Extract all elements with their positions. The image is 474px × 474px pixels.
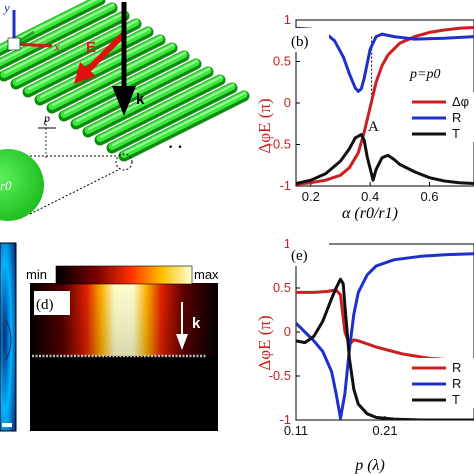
k-label: k [136,91,145,108]
y-tick-label: 1 [284,236,291,251]
y-tick-label: 0 [284,95,291,110]
condition-label: p=p0 [409,67,440,82]
rod [0,2,118,71]
annotation-a: A [368,119,379,135]
legend-entry: R [452,376,461,391]
rod [34,34,166,106]
y-tick-label: 0.5 [273,280,291,295]
ylabel-e: ΔφE (π) [255,315,274,370]
y-tick-label: -1 [279,412,291,427]
legend: RRT [408,358,474,408]
colorbar-min: min [26,267,47,282]
series-line-2 [296,277,474,420]
rod [10,18,142,90]
panel-c [0,242,17,432]
rod [22,26,154,98]
x-tick-label: 0.4 [361,189,379,204]
k-wavevector-arrow: k [112,2,145,116]
series-line-2 [296,133,474,185]
axes-triad: y x [2,0,60,54]
rod [0,0,106,57]
panel-label-e: (e) [291,248,308,264]
p-label: p [43,111,50,125]
series-line-1 [296,26,474,93]
rod [106,82,238,154]
period-marker: p [38,111,56,158]
y-tick-label: 0.5 [273,54,291,69]
panel-label-d: (d) [36,297,54,313]
rod [0,10,130,82]
legend-entry: Δφ [452,94,469,109]
x-tick-label: 0.11 [284,423,308,438]
ylabel-b: ΔφE (π) [255,98,274,153]
x-tick-label: 0.21 [372,423,397,438]
panel-a: y x E k p r0 · · [0,0,250,221]
panel-label-b: (b) [291,34,309,50]
legend-entry: R [452,360,461,375]
k-label-d: k [192,315,201,332]
x-tick-label: 0.2 [302,189,320,204]
x-tick-label: 0.6 [420,189,438,204]
y-tick-label: -0.5 [269,137,291,152]
legend-entry: R [452,110,461,125]
legend-entry: T [452,126,460,141]
y-tick-label: -1 [279,178,291,193]
y-tick-label: -0.5 [269,368,291,383]
colorbar-max: max [194,267,219,282]
axis-x-label: x [53,39,60,54]
xlabel-e: p (λ) [354,457,385,474]
series-line-0 [296,26,474,186]
panel-d: min max (d) k [26,265,219,431]
rod [46,42,178,114]
rod [94,74,226,146]
y-tick-label: 1 [284,12,291,27]
zoom-source-circle [115,153,133,171]
ellipsis: · · [168,139,183,156]
y-tick-label: 0 [284,324,291,339]
rod [70,58,202,130]
xlabel-b: α (r0/r1) [342,205,398,222]
r0-label: r0 [0,178,12,193]
rod-cross-section [0,149,44,221]
rod [82,66,214,138]
colorbar [55,265,193,285]
e-label: E [86,39,96,56]
rod [118,90,250,162]
legend-entry: T [452,392,460,407]
axis-y-label: y [2,0,10,15]
e-field-arrow: E [74,31,127,84]
